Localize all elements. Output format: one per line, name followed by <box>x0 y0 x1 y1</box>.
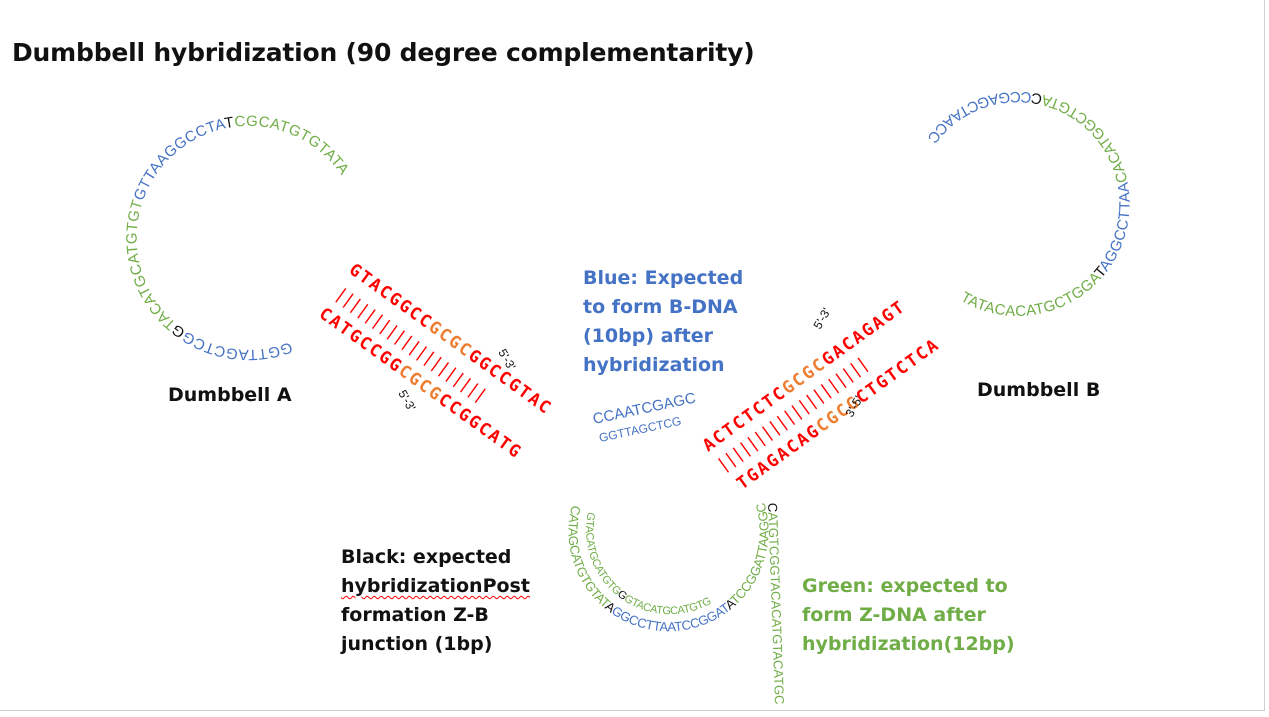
loop-a-seg-2: TACATGCATGTGT <box>124 198 179 333</box>
black-legend-line: formation Z-B <box>341 604 489 626</box>
green-legend-line: form Z-DNA after <box>802 604 986 626</box>
loop-b-seg-5: CCGAGCTAACC <box>924 88 1032 147</box>
black-legend-line: Black: expected <box>341 546 512 568</box>
blue-legend: Blue: Expected to form B-DNA (10bp) afte… <box>583 264 743 380</box>
loop-c-right-top: CATGTCGGTACACATGTACATGC <box>765 503 787 705</box>
loop-b-sequence: TATACACATGCTGGATAGGCCTTAACACATGGCTGTACCC… <box>924 88 1134 320</box>
loop-a-sequence: GGTTAGCTCGGTACATGCATGTGTGTTAAGGCCTATCGCA… <box>124 113 353 363</box>
dumbbell-a-label: Dumbbell A <box>168 384 292 406</box>
blue-legend-line: (10bp) after <box>583 325 714 347</box>
loop-a-seg-0: GGTTAGCTCG <box>179 327 294 363</box>
blue-legend-line: Blue: Expected <box>583 267 744 289</box>
loop-a-seg-3: GTTAAGGCCTA <box>131 115 228 202</box>
green-legend-line: hybridization(12bp) <box>802 633 1015 655</box>
loop-b-seg-0: TATACACATGCTGGA <box>958 269 1105 320</box>
loop-b-seg-4: C <box>1029 89 1043 108</box>
black-legend: Black: expected hybridizationPost format… <box>341 543 530 659</box>
stem-b-end-label-top: 5'-3' <box>810 306 833 332</box>
loop-c-seg-5: C <box>0 0 5 3</box>
loop-c-right-seg-0: C <box>765 503 780 513</box>
blue-legend-line: to form B-DNA <box>583 296 738 318</box>
stem-b-top-seg-2: GACAGAGT <box>819 297 910 370</box>
blue-legend-line: hybridization <box>583 354 725 376</box>
green-legend: Green: expected to form Z-DNA after hybr… <box>802 572 1015 659</box>
page-title: Dumbbell hybridization (90 degree comple… <box>12 38 755 67</box>
dumbbell-b-label: Dumbbell B <box>977 379 1101 401</box>
loop-a-seg-5: CGCATGTGTATA <box>234 113 352 178</box>
loop-a-seg-4: T <box>223 114 235 132</box>
black-legend-line: junction (1bp) <box>341 633 493 655</box>
black-legend-line: hybridizationPost <box>341 575 530 597</box>
loop-b-seg-2: AGGCCTTAA <box>1096 181 1134 275</box>
green-legend-line: Green: expected to <box>802 575 1008 597</box>
loop-b-seg-3: CACATGGCTGTA <box>1039 91 1131 185</box>
loop-c-right-seg-1: ATGTCGGTACACATGTACATGC <box>765 512 787 705</box>
